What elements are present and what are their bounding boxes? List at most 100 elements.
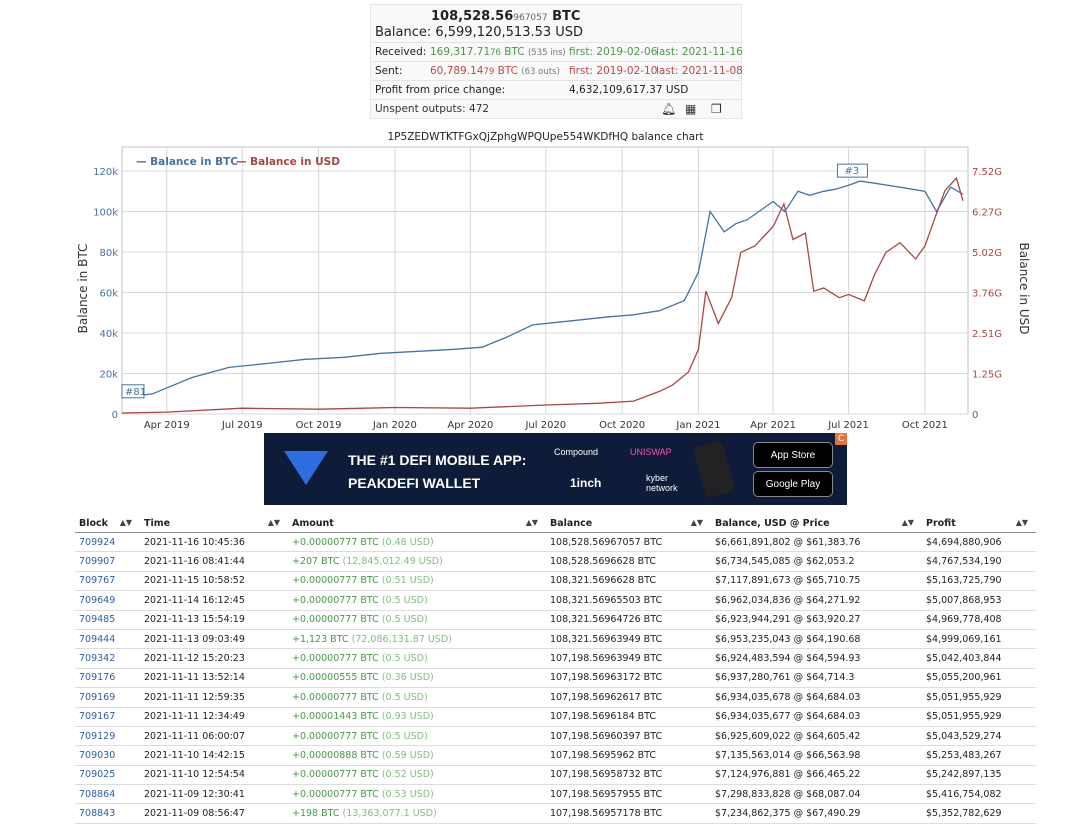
received-first-text: first: 2019-02-06 [569, 46, 658, 58]
phone-image [692, 440, 736, 498]
col-amount[interactable]: Amount ▲︎▼︎ [288, 514, 546, 533]
cell-balance: 107,198.5696184 BTC [546, 707, 711, 727]
bell-icon[interactable]: 🔔︎ [661, 102, 677, 116]
col-block-label: Block [79, 517, 108, 529]
balance-btc-decimals: 967057 [513, 13, 548, 23]
qr-code-icon[interactable]: ▦ [685, 102, 697, 116]
ad-banner[interactable]: THE #1 DEFI MOBILE APP: PEAKDEFI WALLET … [264, 433, 847, 505]
cell-balance-usd: $6,934,035,678 @ $64,684.03 [711, 687, 922, 708]
cell-profit: $4,969,778,408 [922, 610, 1036, 630]
block-link[interactable]: 709030 [79, 749, 116, 761]
received-last: last: 2021-11-16 [656, 46, 743, 58]
y-tick-right: 2.51G [972, 329, 1002, 340]
legend-usd: — Balance in USD [236, 156, 340, 168]
col-time[interactable]: Time ▲︎▼︎ [140, 514, 288, 533]
block-link[interactable]: 709167 [79, 711, 116, 723]
cell-profit: $4,999,069,161 [922, 629, 1036, 650]
cell-time: 2021-11-10 12:54:54 [140, 765, 288, 786]
cell-time: 2021-11-16 10:45:36 [140, 532, 288, 553]
y-axis-label-right: Balance in USD [1017, 242, 1031, 334]
table-row: 709444 2021-11-13 09:03:49 +1,123 BTC (72,… [75, 629, 1036, 650]
cell-amount: +0.00000777 BTC (0.53 USD) [288, 784, 546, 805]
block-link[interactable]: 709907 [79, 556, 116, 568]
copy-icon[interactable]: ❐ [711, 102, 722, 116]
cell-block: 709025 [75, 765, 140, 786]
cell-profit: $5,051,955,929 [922, 707, 1036, 727]
block-link[interactable]: 709444 [79, 633, 116, 645]
balance-usd: Balance: 6,599,120,513.53 USD [375, 25, 584, 40]
sent-decimals: 79 [483, 67, 495, 77]
flag-label: #3 [844, 166, 859, 177]
block-link[interactable]: 709129 [79, 730, 116, 742]
cell-balance: 107,198.56962617 BTC [546, 687, 711, 708]
cell-block: 709176 [75, 668, 140, 689]
cell-profit: $5,253,483,267 [922, 745, 1036, 766]
cell-block: 709767 [75, 571, 140, 592]
cell-amount: +0.00000777 BTC (0.48 USD) [288, 532, 546, 553]
balance-btc-main: 108,528.56 [431, 9, 514, 24]
x-tick: Apr 2021 [750, 420, 796, 431]
cell-balance-usd: $7,298,833,828 @ $68,087.04 [711, 784, 922, 805]
sort-icon[interactable]: ▲︎▼︎ [525, 517, 538, 527]
google-play-button[interactable]: Google Play [753, 471, 833, 497]
block-link[interactable]: 709169 [79, 691, 116, 703]
block-link[interactable]: 709649 [79, 594, 116, 606]
sort-icon[interactable]: ▲︎▼︎ [901, 517, 914, 527]
received-label: Received: [375, 46, 427, 58]
table-row: 709167 2021-11-11 12:34:49 +0.00001443 BTC… [75, 707, 1036, 727]
x-tick: Jan 2021 [675, 420, 720, 431]
sort-icon[interactable]: ▲︎▼︎ [1015, 517, 1028, 527]
ad-choices-icon[interactable]: C [835, 433, 847, 445]
block-link[interactable]: 709767 [79, 575, 116, 587]
sort-icon[interactable]: ▲︎▼︎ [267, 517, 280, 527]
col-amount-label: Amount [292, 517, 334, 529]
balance-btc: 108,528.56967057 BTC [431, 9, 737, 24]
app-store-button[interactable]: App Store [753, 442, 833, 468]
col-profit[interactable]: Profit ▲︎▼︎ [922, 514, 1036, 533]
balance-chart: 0 20k 40k 60k 80k 100k 120k 0 1.25G 2.51G 3.76G 5.0… [76, 146, 1031, 431]
table-row: 709924 2021-11-16 10:45:36 +0.00000777 BTC… [75, 532, 1036, 553]
y-tick-right: 1.25G [972, 370, 1002, 381]
cell-time: 2021-11-09 12:30:41 [140, 784, 288, 805]
block-link[interactable]: 709025 [79, 769, 116, 781]
cell-block: 709342 [75, 648, 140, 669]
block-link[interactable]: 709924 [79, 536, 116, 548]
plot-area [121, 146, 969, 415]
amount-btc: +0.00000777 BTC [292, 653, 379, 665]
cell-balance-usd: $6,962,034,836 @ $64,271.92 [711, 590, 922, 611]
col-balance-usd-label: Balance, USD @ Price [715, 517, 830, 529]
cell-balance: 108,321.56963949 BTC [546, 629, 711, 650]
cell-balance: 108,321.5696628 BTC [546, 571, 711, 592]
profit-row: Profit from price change: 4,632,109,617.… [371, 80, 741, 99]
cell-time: 2021-11-10 14:42:15 [140, 745, 288, 766]
table-row: 709767 2021-11-15 10:58:52 +0.00000777 BTC… [75, 571, 1036, 592]
block-link[interactable]: 709176 [79, 672, 116, 684]
y-tick-right: 0 [972, 410, 978, 421]
block-link[interactable]: 709485 [79, 614, 116, 626]
amount-usd: (12,845,012.49 USD) [342, 556, 443, 568]
block-link[interactable]: 708864 [79, 788, 116, 800]
amount-usd: (0.53 USD) [381, 788, 434, 800]
cell-balance: 107,198.56958732 BTC [546, 765, 711, 786]
flag-label: #81 [125, 387, 146, 398]
cell-amount: +0.00001443 BTC (0.93 USD) [288, 707, 546, 727]
sort-icon[interactable]: ▲︎▼︎ [119, 517, 132, 527]
cell-block: 709129 [75, 726, 140, 747]
col-block[interactable]: Block ▲︎▼︎ [75, 514, 140, 533]
col-balance-usd[interactable]: Balance, USD @ Price ▲︎▼︎ [711, 514, 922, 533]
col-balance[interactable]: Balance ▲︎▼︎ [546, 514, 711, 533]
cell-amount: +0.00000777 BTC (0.51 USD) [288, 571, 546, 592]
cell-block: 709485 [75, 610, 140, 630]
sent-last: last: 2021-11-08 [656, 65, 743, 77]
unspent-outputs: Unspent outputs: 472 [375, 103, 490, 115]
sort-icon[interactable]: ▲︎▼︎ [690, 517, 703, 527]
block-link[interactable]: 709342 [79, 653, 116, 665]
table-row: 709907 2021-11-16 08:41:44 +207 BTC (12,84… [75, 551, 1036, 572]
amount-usd: (0.48 USD) [381, 536, 434, 548]
y-tick-left: 20k [99, 370, 118, 381]
table-row: 709129 2021-11-11 06:00:07 +0.00000777 BTC… [75, 726, 1036, 747]
series-line-btc [121, 180, 964, 399]
col-time-label: Time [144, 517, 171, 529]
received-row: Received: 169,317.7176 BTC (535 ins) fir… [371, 42, 743, 61]
block-link[interactable]: 708843 [79, 808, 116, 820]
